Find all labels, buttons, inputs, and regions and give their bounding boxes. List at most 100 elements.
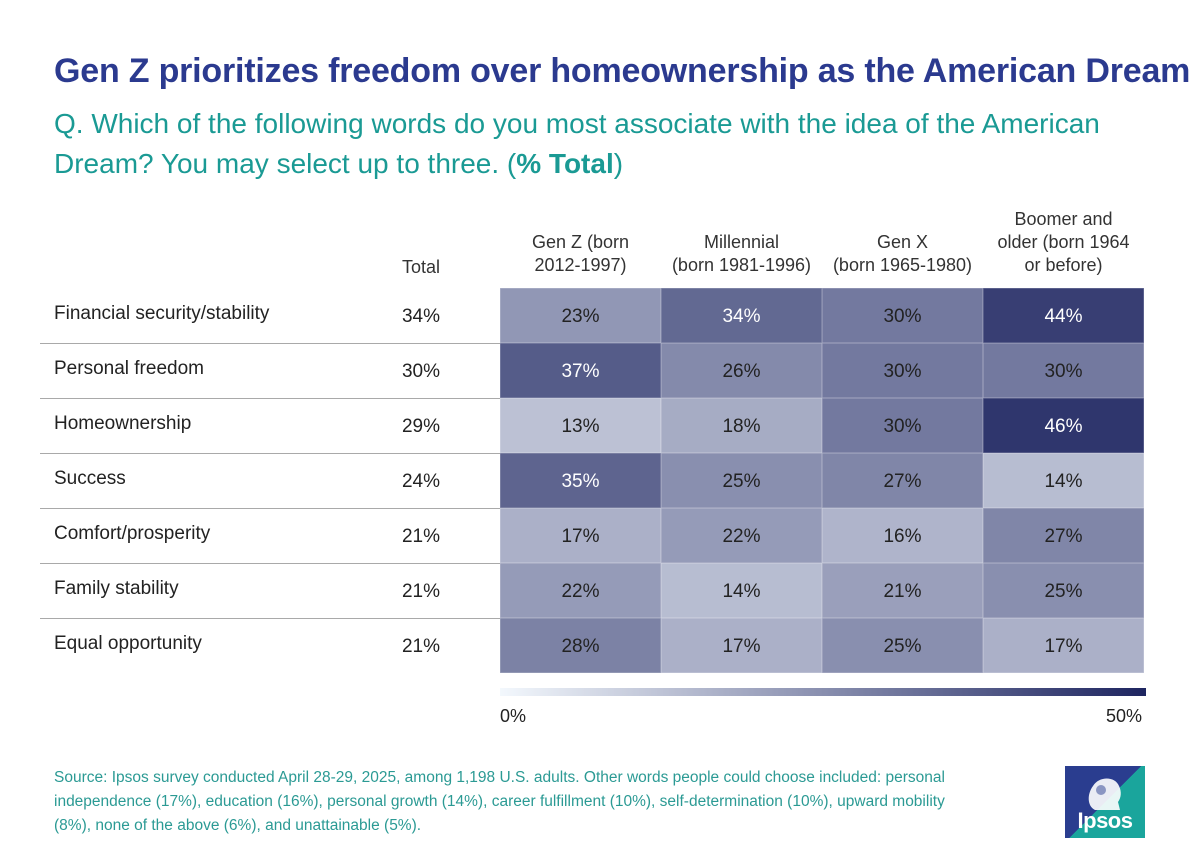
chart-subtitle: Q. Which of the following words do you m…	[54, 104, 1164, 184]
column-header-1: Gen Z (born 2012-1997)	[494, 231, 667, 277]
row-label: Personal freedom	[54, 358, 204, 379]
total-value: 21%	[401, 636, 441, 657]
total-value: 21%	[401, 581, 441, 602]
column-header-line: older (born 1964	[997, 232, 1130, 252]
cell-value: 25%	[1044, 581, 1083, 602]
cell-value: 17%	[561, 526, 600, 547]
heatmap-cell: 17%	[983, 618, 1144, 673]
cell-value: 14%	[1044, 471, 1083, 492]
column-header-line: Gen X	[876, 232, 929, 252]
heatmap-cell: 22%	[500, 563, 661, 618]
cell-value: 17%	[722, 636, 761, 657]
heatmap-cell: 34%	[661, 288, 822, 343]
row-label: Comfort/prosperity	[54, 523, 211, 544]
cell-value: 14%	[722, 581, 761, 602]
heatmap-cell: 18%	[661, 398, 822, 453]
heatmap-cell: 14%	[661, 563, 822, 618]
head-silhouette-icon	[1088, 778, 1121, 810]
cell-value: 30%	[883, 306, 922, 327]
cell-value: 27%	[1044, 526, 1083, 547]
cell-value: 37%	[561, 361, 600, 382]
cell-value: 21%	[883, 581, 922, 602]
cell-value: 25%	[722, 471, 761, 492]
row-label: Homeownership	[54, 413, 192, 434]
row-separator	[40, 508, 500, 509]
heatmap-cell: 17%	[500, 508, 661, 563]
heatmap-cell: 30%	[822, 343, 983, 398]
heatmap-cell: 23%	[500, 288, 661, 343]
cell-value: 22%	[722, 526, 761, 547]
column-header-line: or before)	[1024, 255, 1103, 275]
heatmap-cell: 27%	[822, 453, 983, 508]
cell-value: 16%	[883, 526, 922, 547]
ipsos-logo: Ipsos	[1065, 766, 1145, 838]
heatmap-cell: 46%	[983, 398, 1144, 453]
cell-value: 25%	[883, 636, 922, 657]
cell-value: 23%	[561, 306, 600, 327]
row-separator	[40, 398, 500, 399]
heatmap-cell: 35%	[500, 453, 661, 508]
heatmap-cell: 25%	[822, 618, 983, 673]
cell-value: 46%	[1044, 416, 1083, 437]
total-value: 29%	[401, 416, 441, 437]
total-value: 24%	[401, 471, 441, 492]
subtitle-close: )	[613, 148, 624, 179]
scale-min-label: 0%	[500, 706, 527, 726]
cell-value: 30%	[1044, 361, 1083, 382]
row-separator	[40, 343, 500, 344]
heatmap-cell: 30%	[822, 398, 983, 453]
heatmap-cell: 37%	[500, 343, 661, 398]
column-header-2: Millennial (born 1981-1996)	[655, 231, 828, 277]
cell-value: 44%	[1044, 306, 1083, 327]
cell-value: 30%	[883, 416, 922, 437]
row-label: Family stability	[54, 578, 179, 599]
cell-value: 22%	[561, 581, 600, 602]
logo-text: Ipsos	[1077, 808, 1133, 833]
column-header-line: Gen Z (born	[531, 232, 630, 252]
cell-value: 27%	[883, 471, 922, 492]
color-scale-bar	[500, 688, 1146, 696]
heatmap-cell: 27%	[983, 508, 1144, 563]
column-header-line: 2012-1997)	[534, 255, 627, 275]
cell-value: 28%	[561, 636, 600, 657]
column-header-line: (born 1965-1980)	[832, 255, 973, 275]
total-column-header: Total	[401, 257, 441, 277]
chart-title: Gen Z prioritizes freedom over homeowner…	[54, 52, 1191, 90]
cell-value: 18%	[722, 416, 761, 437]
heatmap-cell: 25%	[661, 453, 822, 508]
cell-value: 17%	[1044, 636, 1083, 657]
scale-max-label: 50%	[1106, 706, 1143, 726]
subtitle-question: Q. Which of the following words do you m…	[54, 108, 1100, 179]
column-header-line: Millennial	[703, 232, 780, 252]
heatmap-cell: 44%	[983, 288, 1144, 343]
heatmap-cell: 22%	[661, 508, 822, 563]
heatmap-cell: 30%	[983, 343, 1144, 398]
heatmap-cell: 26%	[661, 343, 822, 398]
cell-value: 13%	[561, 416, 600, 437]
heatmap-cell: 16%	[822, 508, 983, 563]
total-value: 21%	[401, 526, 441, 547]
cell-value: 30%	[883, 361, 922, 382]
column-header-line: Boomer and	[1014, 209, 1113, 229]
row-separator	[40, 618, 500, 619]
row-label: Success	[54, 468, 126, 489]
heatmap-cell: 21%	[822, 563, 983, 618]
subtitle-bold: % Total	[516, 148, 614, 179]
column-header-line: (born 1981-1996)	[671, 255, 812, 275]
column-header-4: Boomer and older (born 1964 or before)	[977, 208, 1150, 277]
column-header-3: Gen X (born 1965-1980)	[816, 231, 989, 277]
total-value: 34%	[401, 306, 441, 327]
row-separator	[40, 563, 500, 564]
heatmap-cell: 25%	[983, 563, 1144, 618]
heatmap-cell: 30%	[822, 288, 983, 343]
source-note: Source: Ipsos survey conducted April 28-…	[54, 769, 945, 834]
row-label: Financial security/stability	[54, 303, 270, 324]
heatmap-cell: 28%	[500, 618, 661, 673]
heatmap-cell: 17%	[661, 618, 822, 673]
cell-value: 35%	[561, 471, 600, 492]
row-label: Equal opportunity	[54, 633, 202, 654]
row-separator	[40, 453, 500, 454]
heatmap-cell: 13%	[500, 398, 661, 453]
cell-value: 26%	[722, 361, 761, 382]
heatmap-cell: 14%	[983, 453, 1144, 508]
